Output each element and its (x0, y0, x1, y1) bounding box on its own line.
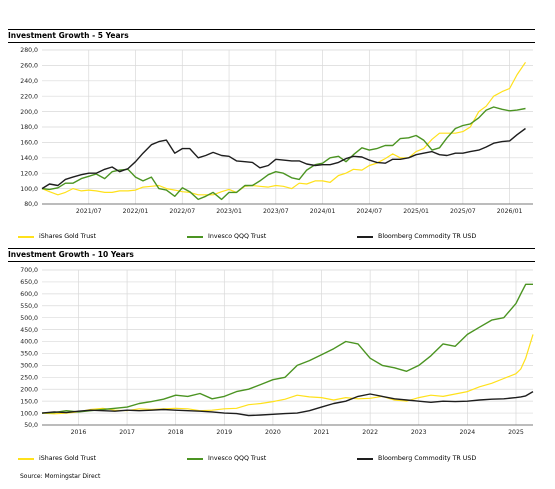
y-tick-label: 200,0 (20, 109, 38, 116)
y-tick-label: 120,0 (20, 170, 38, 177)
x-tick-label: 2020 (265, 429, 281, 436)
legend-item-qqq-10y: Invesco QQQ Trust (187, 455, 266, 462)
x-tick-label: 2024/07 (356, 208, 382, 215)
y-tick-label: 240,0 (20, 78, 38, 85)
title-underline-10y (8, 261, 535, 262)
legend-label-qqq: Invesco QQQ Trust (208, 455, 267, 462)
y-tick-label: 650,0 (20, 279, 38, 286)
x-tick-label: 2024 (459, 429, 475, 436)
y-tick-label: 550,0 (20, 303, 38, 310)
y-tick-label: 80,0 (24, 201, 38, 208)
y-tick-label: 350,0 (20, 351, 38, 358)
source-note: Source: Morningstar Direct (20, 473, 101, 480)
series-line-qqq (41, 283, 533, 414)
legend-label-gold: iShares Gold Trust (39, 233, 96, 240)
x-tick-label: 2019 (216, 429, 232, 436)
y-tick-label: 160,0 (20, 140, 38, 147)
title-underline-5y (8, 42, 535, 43)
y-tick-label: 200,0 (20, 386, 38, 393)
legend-item-gold-10y: iShares Gold Trust (18, 455, 96, 462)
x-tick-label: 2025/07 (450, 208, 476, 215)
y-tick-label: 260,0 (20, 63, 38, 70)
y-tick-label: 400,0 (20, 339, 38, 346)
x-tick-label: 2025/01 (403, 208, 429, 215)
x-tick-label: 2021/07 (76, 208, 102, 215)
legend-label-gold: iShares Gold Trust (39, 455, 96, 462)
y-tick-label: 100,0 (20, 186, 38, 193)
legend-label-bcom: Bloomberg Commodity TR USD (378, 455, 477, 462)
x-tick-label: 2016 (71, 429, 87, 436)
legend-swatch-qqq (187, 235, 203, 238)
y-tick-label: 300,0 (20, 363, 38, 370)
y-tick-label: 150,0 (20, 398, 38, 405)
legend-swatch-gold (18, 457, 34, 460)
y-tick-label: 700,0 (20, 267, 38, 274)
series-line-qqq (41, 106, 526, 201)
legend-item-bcom-5y: Bloomberg Commodity TR USD (357, 233, 476, 240)
x-tick-label: 2023/07 (263, 208, 289, 215)
y-tick-label: 450,0 (20, 327, 38, 334)
chart-title-5y: Investment Growth - 5 Years (8, 31, 129, 40)
y-tick-label: 500,0 (20, 315, 38, 322)
x-tick-label: 2018 (168, 429, 184, 436)
x-tick-label: 2022/01 (123, 208, 149, 215)
y-tick-label: 280,0 (20, 47, 38, 54)
series-line-bcom (41, 127, 526, 190)
y-tick-label: 100,0 (20, 410, 38, 417)
legend-swatch-bcom (357, 457, 373, 460)
legend-label-qqq: Invesco QQQ Trust (208, 233, 267, 240)
legend-item-qqq-5y: Invesco QQQ Trust (187, 233, 266, 240)
x-tick-label: 2023 (411, 429, 427, 436)
legend-swatch-bcom (357, 235, 373, 238)
y-tick-label: 180,0 (20, 124, 38, 131)
y-tick-label: 600,0 (20, 291, 38, 298)
x-tick-label: 2022 (362, 429, 378, 436)
top-rule (8, 29, 535, 30)
y-tick-label: 50,0 (24, 422, 38, 429)
y-tick-label: 220,0 (20, 93, 38, 100)
x-tick-label: 2017 (119, 429, 135, 436)
legend-item-bcom-10y: Bloomberg Commodity TR USD (357, 455, 476, 462)
chart-title-10y: Investment Growth - 10 Years (8, 250, 134, 259)
series-line-bcom (41, 390, 534, 417)
x-tick-label: 2022/07 (169, 208, 195, 215)
x-tick-label: 2024/01 (310, 208, 336, 215)
x-tick-label: 2021 (314, 429, 330, 436)
divider-rule (8, 248, 535, 249)
legend-swatch-gold (18, 235, 34, 238)
x-tick-label: 2025 (508, 429, 524, 436)
series-line-gold (41, 61, 526, 196)
x-tick-label: 2023/01 (216, 208, 242, 215)
y-tick-label: 250,0 (20, 375, 38, 382)
y-tick-label: 140,0 (20, 155, 38, 162)
legend-swatch-qqq (187, 457, 203, 460)
legend-item-gold-5y: iShares Gold Trust (18, 233, 96, 240)
x-tick-label: 2026/01 (497, 208, 523, 215)
legend-label-bcom: Bloomberg Commodity TR USD (378, 233, 477, 240)
